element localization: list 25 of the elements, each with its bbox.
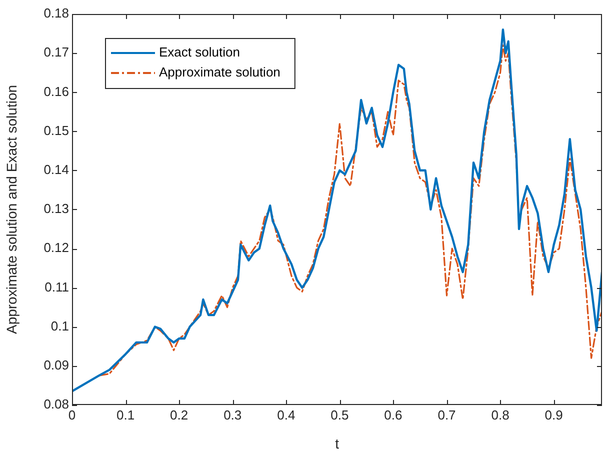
x-tick-label: 0.4 bbox=[277, 407, 296, 422]
legend-label: Exact solution bbox=[159, 44, 240, 60]
y-tick-label: 0.16 bbox=[44, 84, 69, 99]
y-tick-label: 0.09 bbox=[44, 357, 69, 372]
x-axis-title: t bbox=[335, 435, 340, 452]
x-tick-label: 0.3 bbox=[224, 407, 242, 422]
x-tick-label: 0.5 bbox=[330, 407, 349, 422]
y-tick-label: 0.18 bbox=[44, 6, 69, 21]
x-tick-label: 0.1 bbox=[116, 407, 135, 422]
x-tick-label: 0.6 bbox=[384, 407, 402, 422]
y-axis-title: Approximate solution and Exact solution bbox=[3, 84, 20, 334]
y-tick-label: 0.17 bbox=[44, 44, 69, 60]
y-tick-label: 0.12 bbox=[44, 240, 69, 256]
y-tick-label: 0.11 bbox=[44, 279, 69, 294]
y-tick-label: 0.1 bbox=[50, 318, 69, 334]
y-tick-label: 0.14 bbox=[44, 162, 69, 177]
x-tick-label: 0.8 bbox=[491, 407, 510, 422]
y-tick-label: 0.13 bbox=[44, 201, 69, 216]
legend-label: Approximate solution bbox=[159, 64, 280, 80]
y-tick-label: 0.08 bbox=[44, 396, 69, 412]
x-tick-label: 0.9 bbox=[544, 407, 563, 422]
x-tick-label: 0.7 bbox=[438, 407, 456, 422]
x-tick-label: 0 bbox=[68, 407, 76, 422]
y-tick-label: 0.15 bbox=[44, 122, 69, 138]
x-tick-label: 0.2 bbox=[170, 407, 188, 422]
